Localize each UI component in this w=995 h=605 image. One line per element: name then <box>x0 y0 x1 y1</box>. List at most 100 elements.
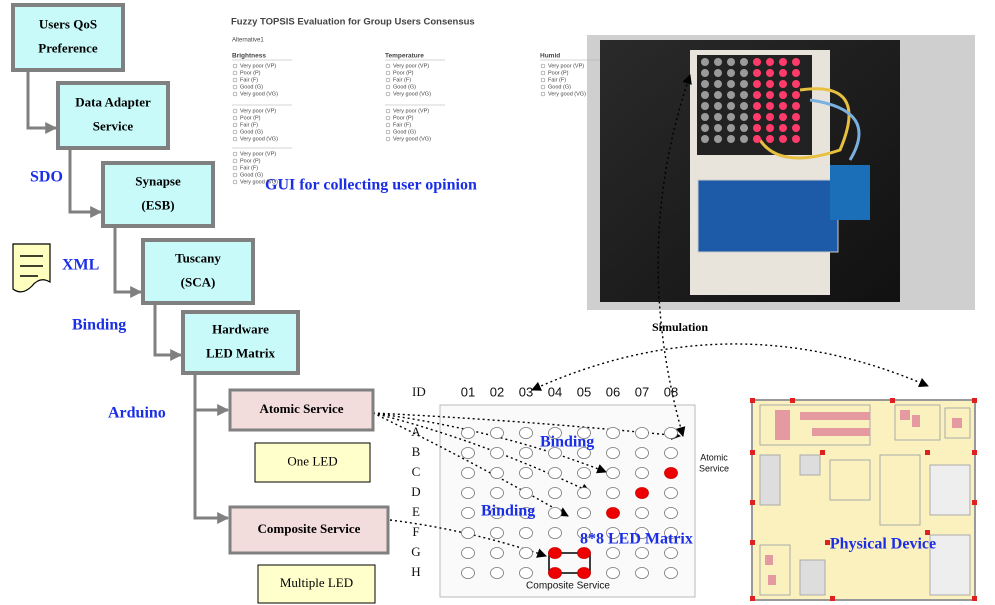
photo-led <box>753 58 761 66</box>
gui-radio <box>385 77 391 83</box>
led <box>664 467 678 479</box>
node-box <box>56 81 170 150</box>
led <box>635 507 649 519</box>
binding-label: Binding <box>540 434 594 451</box>
photo-led <box>753 102 761 110</box>
led <box>635 567 649 579</box>
gui-option: Poor (P) <box>393 70 414 76</box>
led-matrix-panel <box>439 404 696 598</box>
photo-led-grid <box>701 58 800 143</box>
photo-led <box>714 124 722 132</box>
composite-outline <box>548 552 591 574</box>
matrix-column-label: 08 <box>664 384 678 399</box>
photo-led <box>714 58 722 66</box>
photo-led <box>766 102 774 110</box>
node-label: LED Matrix <box>206 345 275 360</box>
simulation-label: Simulation <box>652 320 708 334</box>
photo-led <box>792 58 800 66</box>
node-label: Multiple LED <box>280 575 353 590</box>
led <box>519 427 533 439</box>
photo-led <box>701 69 709 77</box>
photo-led <box>766 69 774 77</box>
photo-led <box>766 58 774 66</box>
led <box>461 527 475 539</box>
gui-option: Very good (VG) <box>240 179 278 185</box>
node-box <box>257 564 376 604</box>
photo-led <box>740 80 748 88</box>
photo-led <box>714 135 722 143</box>
led <box>461 447 475 459</box>
led <box>635 427 649 439</box>
gui-option: Good (G) <box>240 84 263 90</box>
matrix-column-label: 05 <box>577 384 591 399</box>
photo-led <box>779 58 787 66</box>
led <box>664 527 678 539</box>
photo-led <box>753 69 761 77</box>
led <box>461 567 475 579</box>
composite-note: Composite Service <box>526 581 610 592</box>
photo-led <box>701 91 709 99</box>
photo-led <box>766 135 774 143</box>
matrix-column-label: 04 <box>548 384 562 399</box>
photo-led <box>779 113 787 121</box>
gui-option: Poor (P) <box>240 115 261 121</box>
photo-led <box>714 113 722 121</box>
photo-led <box>727 102 735 110</box>
gui-option: Fair (F) <box>393 122 411 128</box>
photo-led <box>727 69 735 77</box>
photo-led <box>792 91 800 99</box>
led <box>461 487 475 499</box>
led <box>664 547 678 559</box>
led <box>577 567 591 579</box>
led <box>490 527 504 539</box>
gui-column: Humid <box>540 53 560 60</box>
photo-led <box>792 80 800 88</box>
led <box>519 467 533 479</box>
node-box <box>228 388 375 432</box>
led <box>635 527 649 539</box>
led <box>548 507 562 519</box>
photo-led <box>740 124 748 132</box>
led <box>490 427 504 439</box>
gui-radio <box>232 115 238 121</box>
gui-radio <box>385 63 391 69</box>
gui-option: Very poor (VP) <box>240 108 276 114</box>
led <box>664 447 678 459</box>
led <box>461 507 475 519</box>
photo-led <box>714 91 722 99</box>
led <box>606 467 620 479</box>
gui-option: Poor (P) <box>240 70 261 76</box>
photo-led <box>714 69 722 77</box>
photo-led <box>779 102 787 110</box>
photo-led <box>701 135 709 143</box>
matrix-column-label: 03 <box>519 384 533 399</box>
xml-doc-icon <box>12 243 51 293</box>
photo-led <box>740 58 748 66</box>
photo-led <box>701 102 709 110</box>
gui-radio <box>232 165 238 171</box>
gui-option: Fair (F) <box>240 165 258 171</box>
led <box>577 507 591 519</box>
led <box>577 527 591 539</box>
gui-option: Very poor (VP) <box>393 108 429 114</box>
led <box>577 447 591 459</box>
photo-led <box>701 80 709 88</box>
gui-radio <box>385 108 391 114</box>
node-box <box>254 442 371 483</box>
side-label: SDO <box>30 169 63 186</box>
gui-column: Temperature <box>385 53 424 60</box>
led <box>635 547 649 559</box>
node-box <box>11 3 125 72</box>
node-box <box>141 238 255 305</box>
led <box>606 507 620 519</box>
photo-led <box>740 102 748 110</box>
gui-option: Good (G) <box>240 172 263 178</box>
led <box>548 567 562 579</box>
node-label: (ESB) <box>141 197 174 212</box>
node-label: Synapse <box>135 173 181 188</box>
led <box>548 427 562 439</box>
led <box>490 447 504 459</box>
gui-option: Very good (VG) <box>393 136 431 142</box>
node-label: Data Adapter <box>75 94 151 109</box>
led <box>606 527 620 539</box>
